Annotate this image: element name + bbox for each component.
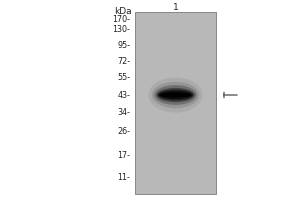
Text: 55-: 55- (117, 73, 130, 82)
Text: 43-: 43- (118, 90, 130, 99)
Text: 1: 1 (172, 2, 178, 11)
Ellipse shape (157, 88, 194, 102)
Ellipse shape (148, 77, 202, 113)
Ellipse shape (159, 91, 192, 99)
Ellipse shape (154, 85, 196, 105)
Text: 11-: 11- (118, 172, 130, 182)
Text: 34-: 34- (118, 108, 130, 117)
Text: 130-: 130- (112, 24, 130, 33)
Text: 72-: 72- (117, 56, 130, 66)
Text: 95-: 95- (117, 40, 130, 49)
Ellipse shape (160, 93, 191, 97)
Text: 17-: 17- (118, 150, 130, 160)
Text: 26-: 26- (118, 127, 130, 136)
Ellipse shape (152, 82, 199, 108)
Bar (135, 12, 216, 194)
Ellipse shape (158, 90, 193, 100)
Text: kDa: kDa (114, 6, 132, 16)
Text: 170-: 170- (112, 16, 130, 24)
